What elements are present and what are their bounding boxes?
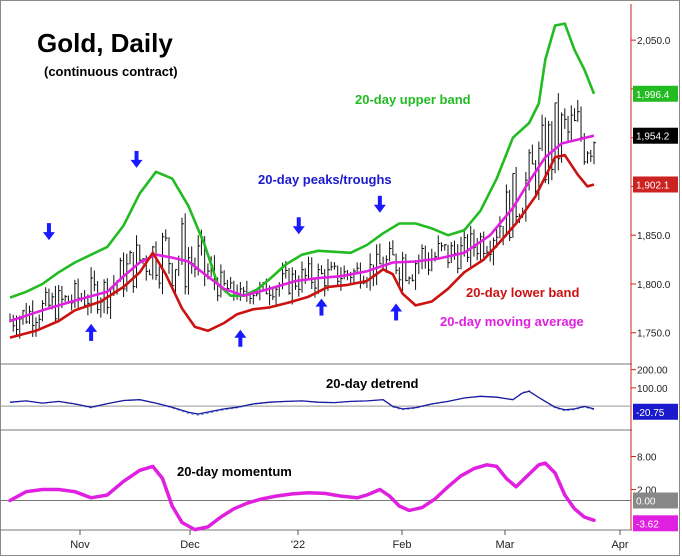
upper-band-value-bg <box>633 85 678 102</box>
arrow-head <box>292 226 305 235</box>
lower-band-label: 20-day lower band <box>466 285 580 300</box>
trough-arrow-icon <box>85 323 98 341</box>
moving-average-line <box>9 134 595 323</box>
peak-arrow-icon <box>130 150 143 168</box>
trough-arrow-icon <box>315 298 328 316</box>
arrow-head <box>85 323 98 332</box>
momentum-zero-value-bg <box>633 492 678 509</box>
momentum-value-bg <box>633 515 678 532</box>
arrow-head <box>130 159 143 168</box>
time-tick-label: Feb <box>393 539 412 551</box>
detrend-value-bg <box>633 403 678 420</box>
last-price-value: 1,954.2 <box>636 132 670 143</box>
detrend-tick-label: 200.00 <box>637 366 668 377</box>
arrow-shaft <box>89 330 94 341</box>
trough-arrow-icon <box>390 303 403 321</box>
momentum-line <box>8 461 596 532</box>
detrend-value: -20.75 <box>636 408 665 419</box>
time-tick-label: '22 <box>291 539 305 551</box>
grid-layer <box>0 4 632 531</box>
peak-arrow-icon <box>292 217 305 235</box>
arrow-head <box>390 303 403 312</box>
detrend-label: 20-day detrend <box>326 376 419 391</box>
lower-band-line <box>9 153 595 339</box>
price-tick-label: 1,750.0 <box>637 329 671 340</box>
time-tick-label: Mar <box>496 539 515 551</box>
upper-band-label: 20-day upper band <box>355 92 471 107</box>
lower-band-value-bg <box>633 176 678 193</box>
upper-band-value: 1,996.4 <box>636 90 670 101</box>
detrend-line <box>9 390 595 415</box>
arrow-head <box>42 232 55 241</box>
arrow-shaft <box>377 195 382 206</box>
price-tick-label: 2,050.0 <box>637 36 671 47</box>
peak-arrow-icon <box>373 195 386 213</box>
axis-layer: 1,750.01,800.01,850.01,900.01,950.02,000… <box>70 36 678 551</box>
arrow-shaft <box>46 223 51 234</box>
detrend-panel <box>0 390 631 416</box>
moving-average-label: 20-day moving average <box>440 314 584 329</box>
arrow-shaft <box>394 310 399 321</box>
detrend-dashed-line <box>9 390 595 416</box>
arrow-shaft <box>296 217 301 228</box>
upper-band-line <box>9 22 596 299</box>
arrow-shaft <box>238 336 243 347</box>
arrow-shaft <box>319 305 324 316</box>
momentum-value: -3.62 <box>636 519 659 530</box>
peak-arrow-icon <box>42 223 55 241</box>
time-tick-label: Apr <box>611 539 628 551</box>
time-tick-label: Dec <box>180 539 200 551</box>
arrow-shaft <box>134 150 139 161</box>
chart-title: Gold, Daily <box>37 28 173 58</box>
lower-band-value: 1,902.1 <box>636 180 670 191</box>
momentum-tick-label: 2.00 <box>637 486 657 497</box>
momentum-zero-value: 0.00 <box>636 497 656 508</box>
price-tick-label: 1,800.0 <box>637 280 671 291</box>
chart-subtitle: (continuous contract) <box>44 64 178 79</box>
arrow-head <box>373 204 386 213</box>
arrow-head <box>234 329 247 338</box>
price-panel <box>9 22 596 347</box>
last-price-value-bg <box>633 127 678 144</box>
price-tick-label: 1,850.0 <box>637 231 671 242</box>
arrow-head <box>315 298 328 307</box>
momentum-label: 20-day momentum <box>177 464 292 479</box>
time-tick-label: Nov <box>70 539 90 551</box>
momentum-panel <box>0 461 631 532</box>
momentum-tick-label: 8.00 <box>637 453 657 464</box>
detrend-tick-label: 100.00 <box>637 384 668 395</box>
peaks-troughs-label: 20-day peaks/troughs <box>258 172 392 187</box>
trough-arrow-icon <box>234 329 247 347</box>
